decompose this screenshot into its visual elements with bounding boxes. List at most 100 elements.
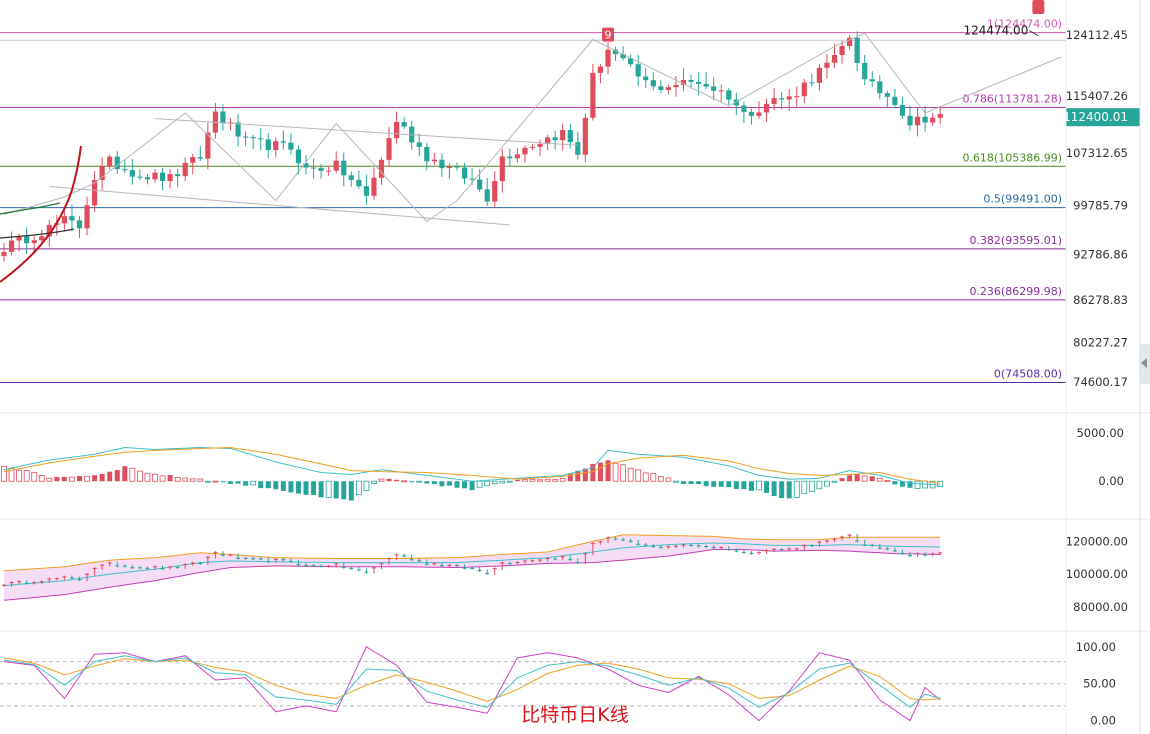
fib-label-1: 0.786(113781.28) (962, 93, 1062, 106)
ma-mid-line (0, 228, 75, 239)
candle-body (326, 170, 332, 172)
macd-bar (325, 480, 332, 498)
macd-bar (582, 468, 588, 482)
macd-bar (824, 480, 830, 487)
candle-body (696, 81, 702, 84)
macd-bar (764, 481, 770, 493)
candle-body (560, 130, 566, 141)
fib-label-6: 0(74508.00) (994, 367, 1062, 380)
candle-body (197, 157, 203, 159)
macd-bar (152, 473, 158, 482)
candle-body (220, 111, 226, 123)
candle-body (801, 82, 807, 97)
candle-body (537, 143, 543, 147)
candle-body (529, 146, 536, 148)
price-tick-label: 107312.65 (1066, 146, 1128, 160)
macd-bar (182, 477, 189, 482)
macd-bar (681, 481, 686, 485)
macd-bar (204, 480, 211, 483)
td-marker-0 (602, 27, 614, 42)
macd-bar (54, 476, 60, 482)
macd-dea-line (3, 446, 941, 484)
candle-body (265, 139, 271, 151)
candle-body (235, 122, 241, 137)
macd-bar (16, 469, 23, 482)
macd-bar (786, 481, 792, 499)
macd-bar (454, 481, 460, 488)
candle-body (899, 104, 906, 116)
candle-body (39, 236, 45, 241)
macd-bar (250, 480, 257, 486)
candle-body (461, 167, 468, 179)
macd-bar (522, 479, 528, 482)
macd-bar (355, 480, 362, 496)
candle-body (545, 137, 551, 144)
macd-bar (341, 481, 347, 500)
fib-label-5: 0.236(86299.98) (969, 285, 1062, 298)
candle-body (348, 175, 354, 180)
candle-body (612, 49, 619, 55)
current-price-label: 112400.01 (1063, 110, 1128, 124)
macd-bar (899, 481, 905, 487)
macd-bar (808, 480, 815, 492)
candle-body (862, 62, 868, 80)
candle-body (250, 136, 256, 139)
candle-body (847, 37, 853, 46)
candle-body (114, 156, 120, 170)
candle-body (144, 177, 151, 180)
macd-bar (937, 480, 944, 488)
candle-body (605, 49, 611, 67)
high-price-label: 124474.00 (963, 24, 1028, 38)
macd-tick-label: 0.00 (1098, 474, 1124, 488)
candle-body (69, 216, 75, 221)
price-tick-label: 115407.26 (1066, 89, 1128, 103)
macd-bar (861, 475, 868, 482)
candle-body (884, 93, 890, 97)
candle-body (643, 76, 649, 81)
candle-body (303, 163, 309, 168)
macd-bar (92, 475, 98, 482)
candle-body (484, 189, 490, 202)
collapse-handle[interactable] (1139, 344, 1150, 384)
macd-bar (46, 477, 53, 482)
candle-body (129, 170, 135, 177)
candle-body (137, 176, 143, 178)
kdj-d-line (3, 657, 941, 702)
bollinger-tick-label: 80000.00 (1073, 600, 1128, 614)
candle-body (809, 82, 815, 84)
candle-body (877, 81, 883, 94)
macd-bar (318, 481, 324, 498)
fib-label-3: 0.5(99491.00) (983, 193, 1062, 206)
bollinger-tick-label: 100000.00 (1066, 567, 1128, 581)
macd-bar (265, 481, 271, 489)
candle-body (552, 137, 558, 141)
candle-body (431, 159, 437, 162)
bollinger-mid-line (3, 542, 941, 587)
macd-bar (816, 480, 823, 490)
candle-body (854, 37, 860, 63)
chevron-left-icon (1141, 358, 1147, 368)
chart-caption: 比特币日K线 (521, 704, 629, 726)
candle-body (61, 216, 67, 224)
candle-body (439, 159, 445, 169)
candle-body (469, 178, 475, 180)
macd-bar (703, 481, 709, 487)
candle-body (839, 45, 845, 55)
candle-body (371, 177, 377, 196)
candles (1, 31, 943, 262)
macd-bar (635, 469, 642, 482)
macd-bar (552, 479, 559, 482)
price-tick-label: 86278.83 (1073, 293, 1128, 307)
macd-bar (348, 481, 354, 501)
candle-body (363, 186, 369, 196)
price-tick-label: 74600.17 (1073, 375, 1128, 389)
macd-bar (159, 475, 166, 482)
candle-body (356, 179, 362, 187)
candle-body (567, 130, 573, 143)
candle-body (122, 169, 128, 171)
candle-body (182, 162, 188, 177)
candle-body (386, 138, 392, 160)
